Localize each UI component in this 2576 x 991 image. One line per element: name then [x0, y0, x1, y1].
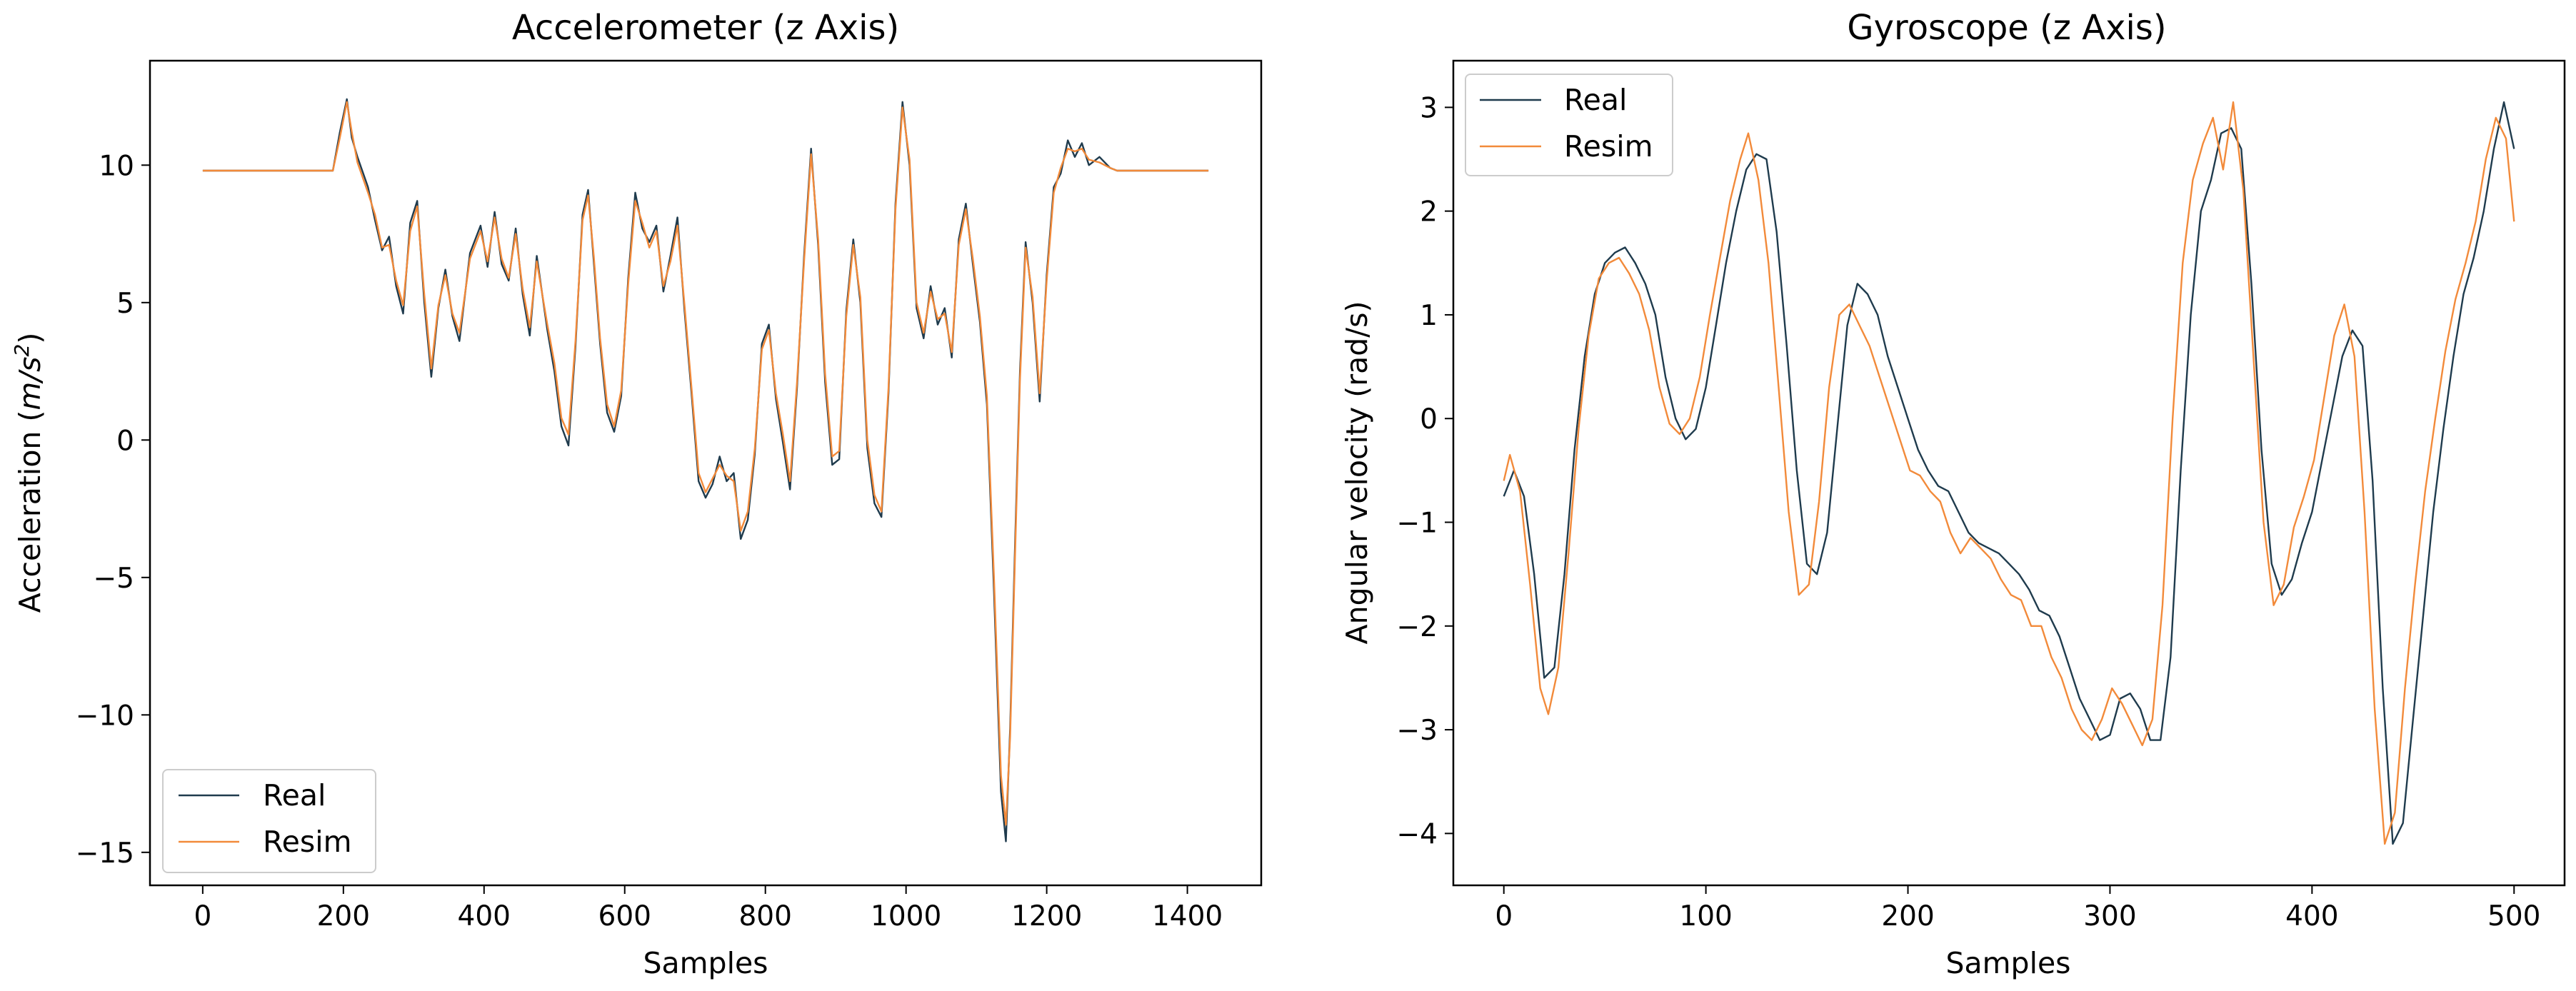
y-tick-label: −2 [1397, 611, 1438, 643]
y-axis-label: Acceleration (m/s2) [10, 333, 48, 613]
x-axis-ticks: 0 200 400 600 800 1000 1200 1400 [194, 885, 1223, 932]
chart-title: Gyroscope (z Axis) [1847, 8, 2166, 48]
y-tick-label: −4 [1397, 818, 1438, 850]
x-tick-label: 200 [317, 900, 370, 932]
x-axis-label: Samples [643, 946, 768, 980]
series-line-resim [202, 101, 1209, 826]
legend-label-resim: Resim [1564, 129, 1653, 164]
x-tick-label: 600 [598, 900, 651, 932]
x-axis-ticks: 0 100 200 300 400 500 [1495, 885, 2540, 932]
y-axis-label-prefix: Acceleration ( [13, 411, 47, 613]
x-tick-label: 0 [194, 900, 211, 932]
y-tick-label: −15 [76, 837, 134, 870]
y-axis-label: Angular velocity (rad/s) [1340, 301, 1374, 645]
x-tick-label: 400 [2285, 900, 2338, 932]
y-tick-label: 2 [1420, 196, 1438, 228]
x-tick-label: 400 [458, 900, 511, 932]
y-tick-label: −1 [1397, 508, 1438, 540]
gyroscope-panel: Gyroscope (z Axis) 0 100 200 300 400 500 −4 −3… [1340, 8, 2566, 980]
legend-label-real: Real [1564, 83, 1627, 117]
series-line-real [1503, 101, 2515, 845]
y-axis-ticks: −15 −10 −5 0 5 10 [76, 150, 150, 870]
y-axis-ticks: −4 −3 −2 −1 0 1 2 3 [1397, 92, 1453, 850]
x-axis-label: Samples [1945, 946, 2070, 980]
x-tick-label: 200 [1881, 900, 1934, 932]
x-tick-label: 1000 [871, 900, 941, 932]
legend-label-resim: Resim [263, 825, 352, 859]
x-tick-label: 300 [2083, 900, 2136, 932]
x-tick-label: 1400 [1152, 900, 1223, 932]
y-axis-label-suffix: ) [13, 333, 47, 344]
y-axis-label-exponent: 2 [10, 344, 34, 357]
y-tick-label: 3 [1420, 92, 1438, 124]
y-tick-label: 0 [1420, 403, 1438, 436]
y-axis-label-unit: m/s [13, 356, 47, 410]
x-tick-label: 800 [738, 900, 791, 932]
y-tick-label: −3 [1397, 715, 1438, 747]
y-tick-label: 1 [1420, 300, 1438, 332]
y-tick-label: −5 [94, 563, 135, 595]
legend-label-real: Real [263, 778, 326, 813]
plot-area [202, 98, 1209, 842]
y-tick-label: 0 [116, 425, 134, 457]
plot-area [1503, 101, 2515, 845]
plot-frame [1452, 59, 2566, 887]
x-tick-label: 1200 [1011, 900, 1082, 932]
series-line-resim [1503, 101, 2515, 845]
chart-title: Accelerometer (z Axis) [512, 8, 899, 48]
legend: Real Resim [1465, 74, 1673, 176]
y-tick-label: 5 [116, 288, 134, 320]
y-tick-label: 10 [99, 150, 134, 182]
x-tick-label: 0 [1495, 900, 1513, 932]
legend: Real Resim [162, 769, 376, 873]
y-tick-label: −10 [76, 700, 134, 732]
x-tick-label: 100 [1679, 900, 1732, 932]
plot-frame [149, 59, 1263, 887]
x-tick-label: 500 [2487, 900, 2540, 932]
accelerometer-panel: Accelerometer (z Axis) 0 200 400 600 800 1000… [10, 8, 1263, 980]
